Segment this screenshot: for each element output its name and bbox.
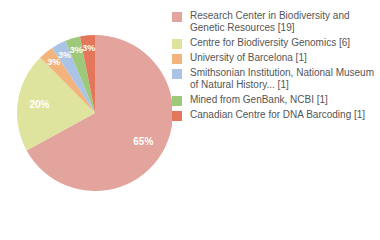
svg-text:3%: 3% [57, 50, 71, 61]
html-text:Smithsonian Institution, Natio: Smithsonian Institution, National Museum… [190, 67, 374, 90]
html-text:Canadian Centre for DNA Barcod: Canadian Centre for DNA Barcoding [1] [190, 109, 366, 120]
svg-text:3%: 3% [70, 45, 83, 55]
svg-text:3%: 3% [47, 57, 61, 68]
html-text:Mined from GenBank, NCBI [1]: Mined from GenBank, NCBI [1] [190, 94, 328, 105]
html-text:Research Center in Biodiversit: Research Center in Biodiversity and Gene… [190, 10, 350, 33]
html-text:Centre for Biodiversity Genomi: Centre for Biodiversity Genomics [6] [190, 37, 351, 48]
svg-text:65%: 65% [133, 136, 153, 147]
svg-text:20%: 20% [29, 99, 49, 110]
svg-text:3%: 3% [82, 43, 95, 53]
html-text:University of Barcelona [1]: University of Barcelona [1] [190, 52, 307, 63]
